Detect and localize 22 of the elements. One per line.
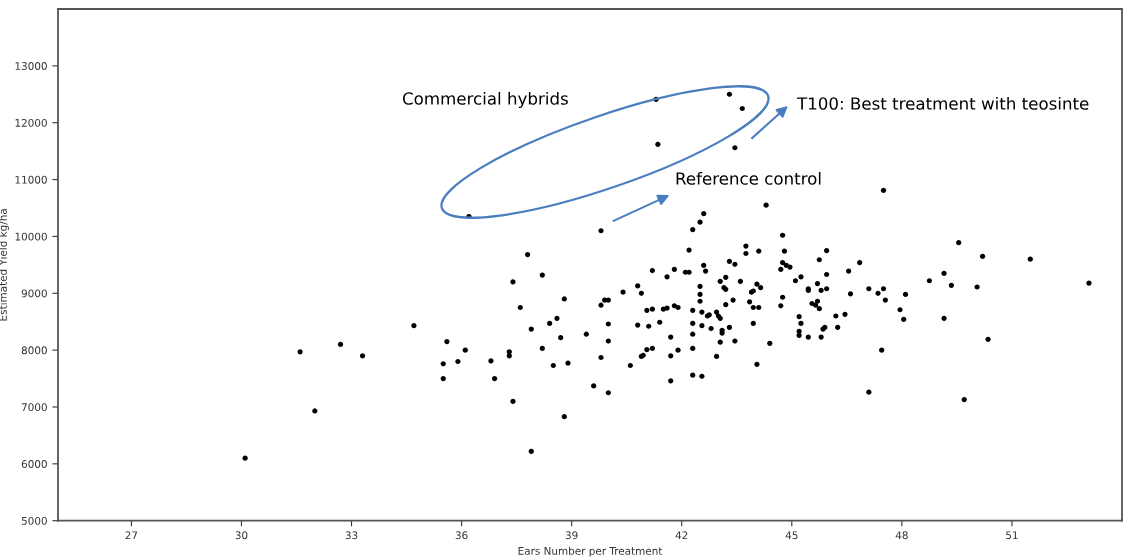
y-tick-label: 8000	[21, 346, 47, 355]
x-tick-label: 27	[125, 531, 138, 540]
x-tick-label: 33	[345, 531, 358, 540]
y-tick-label: 9000	[21, 289, 47, 298]
y-tick-label: 7000	[21, 403, 47, 412]
x-tick-label: 48	[895, 531, 908, 540]
y-tick-label: 5000	[21, 516, 47, 525]
x-tick-label: 36	[455, 531, 468, 540]
annotation: T100: Best treatment with teosinte	[796, 96, 1089, 110]
y-tick-label: 6000	[21, 460, 47, 468]
y-tick-label: 11000	[15, 175, 47, 184]
x-tick-label: 51	[1006, 531, 1018, 540]
y-tick-label: 13000	[15, 62, 47, 70]
x-tick-label: 39	[565, 531, 578, 540]
x-axis-title: Ears Number per Treatment	[518, 546, 663, 557]
x-tick-label: 45	[785, 531, 798, 540]
y-tick-label: 10000	[15, 232, 47, 241]
annotation: Reference control	[676, 171, 821, 185]
y-tick-label: 12000	[15, 118, 47, 127]
x-tick-label: 30	[235, 531, 248, 540]
annotation: Commercial hybrids	[402, 91, 568, 109]
x-tick-label: 42	[675, 531, 688, 540]
